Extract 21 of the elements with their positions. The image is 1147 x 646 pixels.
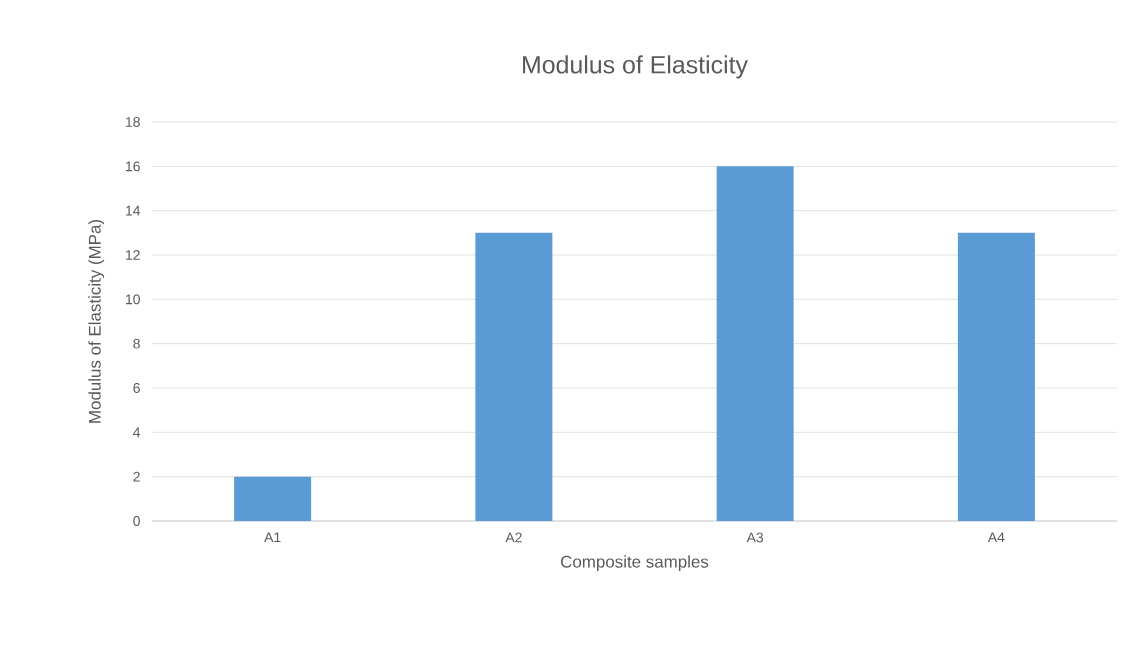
y-tick-label: 2 [133,471,140,482]
x-axis-title: Composite samples [561,555,709,572]
x-tick-label: A1 [264,532,281,543]
bar [957,232,1035,521]
y-tick-label: 8 [133,338,140,349]
bar [475,232,553,521]
y-tick-label: 6 [133,383,140,393]
y-tick-label: 10 [126,294,140,305]
x-tick-label: A4 [987,532,1005,543]
y-tick-label: 14 [126,205,141,216]
y-tick-label: 4 [133,427,141,438]
chart-title: Modulus of Elasticity [523,55,748,79]
y-tick-label: 16 [126,161,140,172]
y-axis-title: Modulus of Elasticity (MPa) [88,219,105,423]
y-tick-label: 18 [126,117,140,127]
y-tick-label: 0 [133,516,140,526]
x-tick-label: A2 [505,532,522,543]
bar [234,476,312,521]
x-tick-label: A3 [746,532,764,543]
y-tick-label: 12 [126,250,140,260]
bar [716,166,794,521]
